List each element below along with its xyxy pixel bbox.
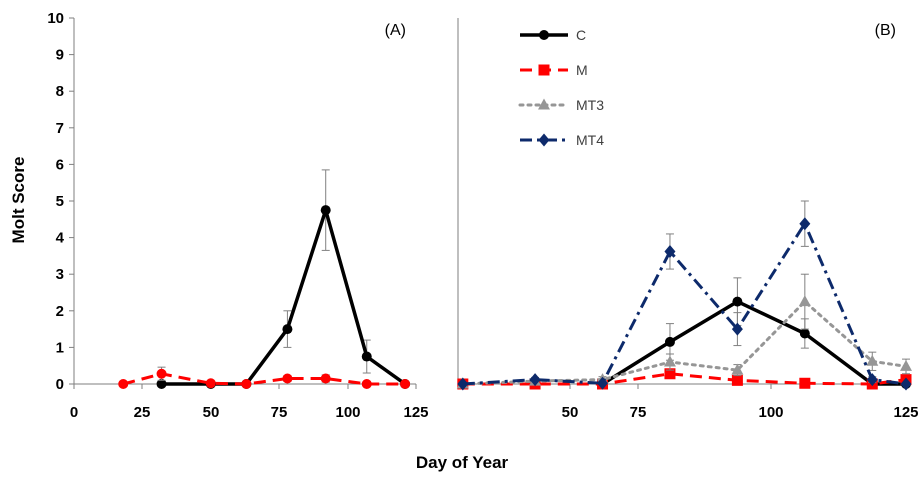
- data-point: [320, 373, 331, 384]
- legend-marker: [538, 64, 550, 76]
- legend-label: MT4: [576, 132, 604, 148]
- series-m: [457, 368, 912, 390]
- x-tick-label: 0: [70, 404, 78, 421]
- legend-label: C: [576, 27, 586, 43]
- data-point: [400, 379, 411, 389]
- legend-marker: [539, 30, 549, 40]
- data-point: [866, 354, 879, 366]
- x-tick-label: 100: [758, 404, 783, 421]
- data-point: [205, 378, 216, 389]
- series-line: [601, 299, 906, 386]
- data-point: [320, 205, 331, 216]
- data-point: [156, 368, 167, 379]
- data-point: [282, 324, 293, 335]
- data-point: [118, 379, 129, 389]
- series-c: [156, 169, 411, 389]
- y-tick-label: 0: [56, 376, 64, 393]
- data-point: [798, 295, 811, 307]
- data-point: [457, 377, 469, 391]
- x-tick-label: 75: [630, 404, 647, 421]
- x-tick-label: 50: [203, 404, 220, 421]
- y-tick-label: 3: [56, 266, 64, 283]
- y-tick-label: 2: [56, 303, 64, 320]
- data-point: [799, 377, 811, 389]
- data-point: [529, 373, 541, 387]
- data-point: [664, 368, 676, 380]
- y-tick-label: 4: [56, 230, 65, 247]
- data-point: [900, 359, 912, 371]
- series-line: [461, 300, 908, 386]
- data-point: [664, 245, 676, 259]
- series-line: [122, 372, 406, 386]
- x-tick-label: 100: [335, 404, 360, 421]
- series-line: [462, 372, 907, 386]
- x-tick-label: 125: [893, 404, 918, 421]
- series-line: [462, 222, 907, 386]
- y-tick-label: 6: [56, 156, 64, 173]
- data-point: [282, 373, 293, 384]
- data-point: [731, 363, 744, 375]
- y-tick-label: 9: [56, 47, 64, 64]
- data-point: [731, 322, 743, 336]
- legend-marker: [538, 133, 550, 147]
- y-axis-title: Molt Score: [9, 157, 28, 244]
- series-c: [597, 277, 911, 389]
- y-tick-label: 5: [56, 193, 64, 210]
- x-axis-title: Day of Year: [416, 453, 509, 472]
- data-point: [597, 376, 609, 390]
- legend: C M MT3 MT4: [518, 27, 604, 148]
- data-point: [799, 217, 811, 231]
- data-point: [664, 336, 675, 347]
- data-point: [866, 373, 878, 387]
- legend-marker: [538, 98, 550, 110]
- legend-label: MT3: [576, 97, 604, 113]
- y-tick-label: 8: [56, 83, 64, 100]
- panel-label: (B): [875, 22, 896, 39]
- x-tick-label: 25: [134, 404, 151, 421]
- data-point: [732, 296, 743, 307]
- x-tick-label: 125: [403, 404, 428, 421]
- data-point: [241, 379, 252, 389]
- data-point: [156, 379, 167, 389]
- panel-b: 50 75 100 125 (B) C M MT3 MT4: [456, 18, 919, 421]
- series-m: [118, 366, 411, 389]
- legend-label: M: [576, 62, 588, 78]
- series-mt4: [457, 200, 912, 391]
- y-tick-label: 7: [56, 120, 64, 137]
- x-tick-label: 75: [271, 404, 288, 421]
- y-tick-label: 10: [47, 10, 64, 27]
- panel-label: (A): [385, 22, 406, 39]
- data-point: [731, 374, 743, 386]
- data-point: [361, 351, 372, 362]
- data-point: [900, 377, 912, 391]
- data-point: [663, 355, 676, 367]
- data-point: [361, 379, 372, 389]
- data-point: [799, 328, 810, 339]
- y-tick-label: 1: [56, 339, 64, 356]
- x-tick-label: 50: [562, 404, 579, 421]
